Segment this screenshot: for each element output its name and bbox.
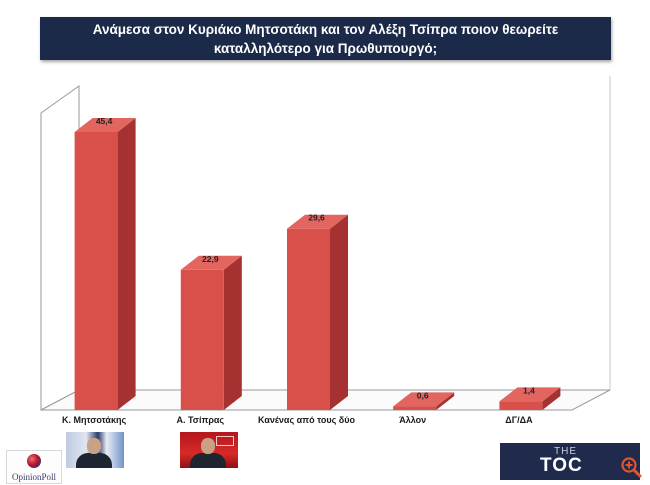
opinion-poll-logo-text: OpinionPoll — [11, 472, 56, 482]
data-label: 45,4 — [96, 116, 113, 126]
category-label: Α. Τσίπρας — [176, 415, 224, 425]
mitsotakis-photo — [66, 432, 124, 468]
chart-title-box: Ανάμεσα στον Κυριάκο Μητσοτάκη και τον Α… — [40, 17, 611, 60]
category-label: Άλλον — [399, 415, 426, 425]
the-toc-logo[interactable]: THE TOC — [500, 443, 640, 480]
chart-left-wall — [40, 85, 80, 411]
tsipras-photo — [180, 432, 238, 468]
magnifier-icon[interactable] — [620, 456, 642, 478]
data-label: 1,4 — [523, 385, 535, 395]
data-label: 29,6 — [308, 213, 325, 223]
data-label: 22,9 — [202, 254, 219, 264]
bar — [499, 387, 561, 410]
category-label: Κ. Μητσοτάκης — [62, 415, 126, 425]
the-toc-logo-top: THE — [554, 446, 577, 457]
opinion-poll-logo: OpinionPoll — [6, 450, 62, 484]
bar — [393, 392, 455, 410]
chart-title: Ανάμεσα στον Κυριάκο Μητσοτάκη και τον Α… — [92, 21, 559, 56]
category-label: ΔΓ/ΔΑ — [505, 415, 533, 425]
globe-icon — [27, 454, 41, 468]
data-label: 0,6 — [417, 390, 429, 400]
bar — [74, 118, 136, 410]
category-label: Κανένας από τους δύο — [258, 415, 355, 425]
the-toc-logo-main: TOC — [540, 455, 583, 476]
bar — [287, 214, 348, 410]
bar — [180, 255, 242, 410]
